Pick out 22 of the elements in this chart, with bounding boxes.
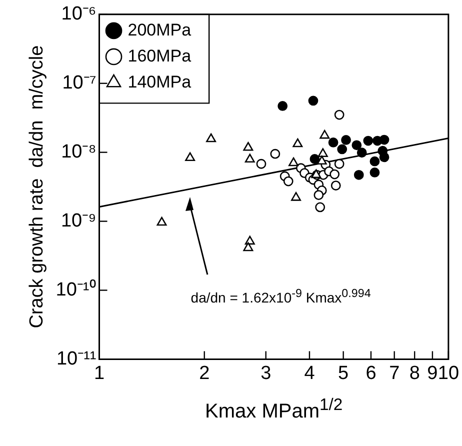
x-tick-label: 10: [438, 362, 460, 384]
annotation: da/dn = 1.62x10$^{-9}$ Kmax$^{0.994}$: [190, 286, 371, 306]
x-tick-label: 3: [260, 362, 272, 384]
y-tick-label: 10⁻⁶: [61, 4, 96, 25]
x-axis-title: Kmax MPam$^{1/2}$: [205, 395, 343, 424]
legend-label: 160MPa: [128, 46, 192, 66]
x-tick-label: 6: [366, 362, 376, 384]
y-tick-label: 10⁻¹⁰: [56, 278, 96, 300]
y-tick-label: 10⁻⁸: [61, 142, 96, 163]
x-tick-label: 1: [94, 362, 105, 384]
x-tick-label: 2: [199, 362, 210, 384]
x-tick-label: 7: [389, 362, 400, 384]
y-tick-label: 10⁻⁹: [60, 210, 96, 232]
y-axis-title: Crack growth rate da/dn m/cycle: [26, 45, 48, 328]
y-tick-label: 10⁻¹¹: [56, 348, 96, 370]
legend-label: 200MPa: [128, 20, 192, 40]
x-tick-label: 4: [304, 362, 316, 384]
x-tick-label: 9: [427, 362, 438, 384]
y-tick-label: 10⁻⁷: [62, 72, 96, 94]
x-tick-label: 8: [409, 362, 420, 384]
legend-label: 140MPa: [128, 72, 192, 92]
x-tick-label: 5: [338, 362, 349, 384]
